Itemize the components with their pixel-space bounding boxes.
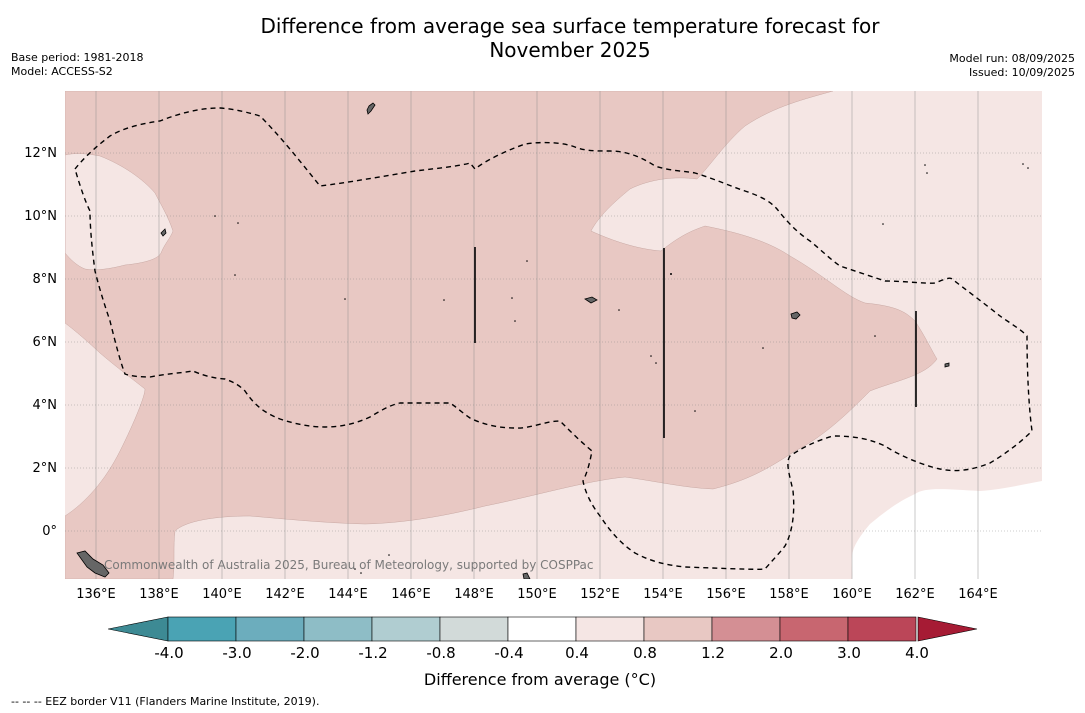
colorbar-tick: -2.0 (290, 644, 320, 662)
lat-label-8n: 8°N (32, 272, 58, 287)
colorbar-segment (303, 616, 373, 642)
colorbar-tick: -3.0 (222, 644, 252, 662)
colorbar-segment (847, 616, 917, 642)
atolls (214, 163, 1029, 574)
colorbar-segment (711, 616, 781, 642)
issued-date: Issued: 10/09/2025 (968, 66, 1075, 79)
base-period: Base period: 1981-2018 (11, 51, 144, 64)
colorbar-tick: -1.2 (358, 644, 388, 662)
colorbar-segment (507, 616, 577, 642)
lat-label-4n: 4°N (32, 398, 58, 413)
colorbar-tick: -0.8 (426, 644, 456, 662)
lon-label-156e: 156°E (706, 587, 746, 602)
lat-label-0: 0° (42, 524, 57, 539)
lat-label-2n: 2°N (32, 461, 58, 476)
colorbar-low-extension (108, 616, 169, 642)
lon-label-154e: 154°E (643, 587, 683, 602)
colorbar-tick: 4.0 (905, 644, 929, 662)
lon-label-158e: 158°E (769, 587, 809, 602)
colorbar-tick: 2.0 (769, 644, 793, 662)
lon-label-144e: 144°E (328, 587, 368, 602)
run-info: Model run: 08/09/2025 Issued: 10/09/2025 (949, 52, 1075, 80)
colorbar-tick: -4.0 (154, 644, 184, 662)
map-canvas (65, 91, 1042, 579)
island-new-guinea (76, 550, 110, 578)
solid-markers (474, 247, 917, 438)
eez-borders (74, 107, 1033, 570)
lat-label-12n: 12°N (24, 146, 57, 161)
colorbar (108, 616, 978, 642)
lon-label-148e: 148°E (454, 587, 494, 602)
model-name: Model: ACCESS-S2 (11, 65, 113, 78)
colorbar-tick: -0.4 (494, 644, 524, 662)
lon-label-136e: 136°E (76, 587, 116, 602)
eez-footnote: -- -- -- EEZ border V11 (Flanders Marine… (11, 695, 320, 708)
lon-label-140e: 140°E (202, 587, 242, 602)
islands (76, 102, 950, 579)
region-near-zero (851, 481, 1042, 579)
latitude-gridlines (65, 152, 1042, 532)
title-line-1: Difference from average sea surface temp… (260, 14, 880, 38)
forecast-map (65, 91, 1042, 579)
colorbar-label: Difference from average (°C) (423, 670, 657, 689)
model-run: Model run: 08/09/2025 (949, 52, 1075, 65)
colorbar-tick: 0.8 (633, 644, 657, 662)
colorbar-segment (575, 616, 645, 642)
island-pohnpei (790, 311, 801, 320)
lon-label-152e: 152°E (580, 587, 620, 602)
colorbar-tick: 1.2 (701, 644, 725, 662)
island-new-ireland (522, 572, 531, 579)
lat-label-6n: 6°N (32, 335, 58, 350)
colorbar-segment (779, 616, 849, 642)
lon-label-142e: 142°E (265, 587, 305, 602)
island-kosrae (944, 362, 950, 368)
lon-label-146e: 146°E (391, 587, 431, 602)
copyright-credit: Commonwealth of Australia 2025, Bureau o… (104, 558, 594, 572)
colorbar-segments (167, 616, 917, 642)
colorbar-segment (235, 616, 305, 642)
region-moderate-anomaly (65, 91, 938, 579)
colorbar-tick: 0.4 (565, 644, 589, 662)
colorbar-tick: 3.0 (837, 644, 861, 662)
colorbar-segment (167, 616, 237, 642)
island-chuuk (584, 296, 598, 304)
model-info: Base period: 1981-2018 Model: ACCESS-S2 (11, 51, 143, 79)
lon-label-150e: 150°E (517, 587, 557, 602)
colorbar-high-extension (917, 616, 978, 642)
colorbar-segment (371, 616, 441, 642)
island-ngulu (160, 228, 167, 237)
colorbar-segment (643, 616, 713, 642)
lon-label-160e: 160°E (832, 587, 872, 602)
lon-label-162e: 162°E (895, 587, 935, 602)
lon-label-164e: 164°E (958, 587, 998, 602)
map-title: Difference from average sea surface temp… (220, 14, 920, 62)
lat-label-10n: 10°N (24, 209, 57, 224)
colorbar-segment (439, 616, 509, 642)
title-line-2: November 2025 (489, 38, 651, 62)
lon-label-138e: 138°E (139, 587, 179, 602)
island-guam (366, 102, 376, 115)
